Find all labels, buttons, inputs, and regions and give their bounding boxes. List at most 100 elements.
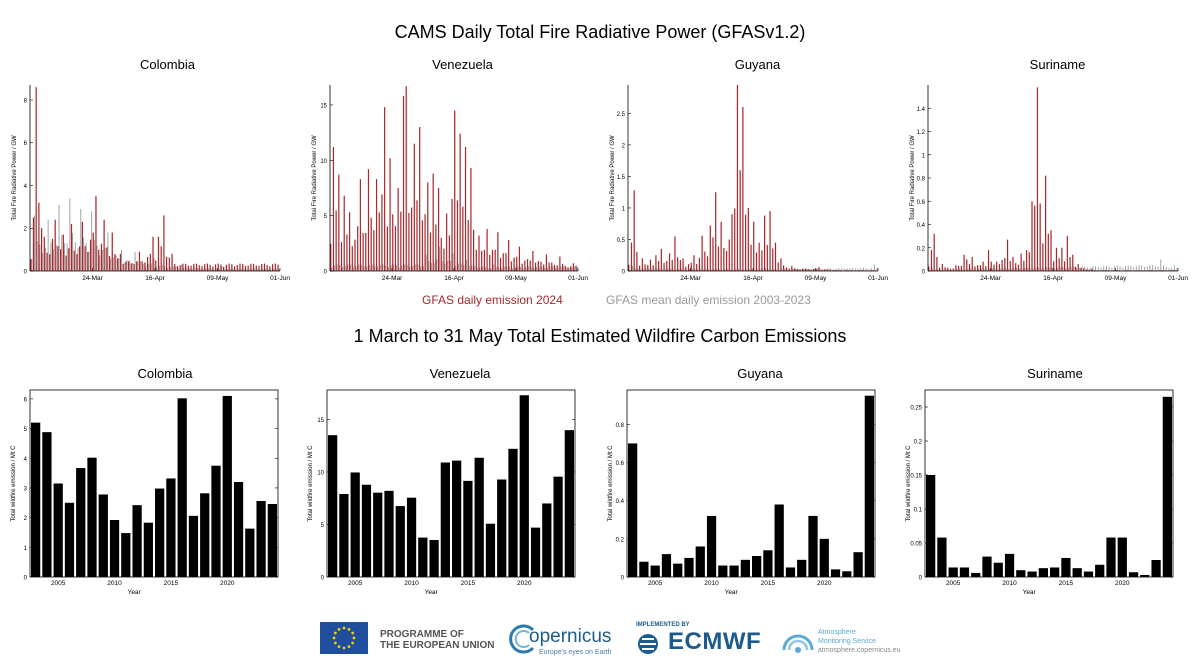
x-tick-label: 09-May <box>505 275 527 282</box>
bar-mean-day <box>710 269 712 271</box>
bar-2024-day <box>454 110 456 271</box>
y-tick-label: 1.4 <box>917 107 926 113</box>
x-tick-label: 2005 <box>648 580 663 587</box>
bar-mean-day <box>975 269 977 271</box>
bar-mean-day <box>1095 266 1097 271</box>
y-tick-label: 8 <box>24 98 28 104</box>
y-tick-label: 0.4 <box>917 223 926 229</box>
bar-2024-day <box>570 266 572 271</box>
bar-2024-day <box>947 267 949 271</box>
bar-2024-day <box>551 262 553 271</box>
bar-2024-day <box>133 264 135 271</box>
bar-mean-day <box>1086 267 1088 271</box>
bar-2024-day <box>475 249 477 271</box>
bar-2024-day <box>685 266 687 271</box>
y-tick-label: 1.5 <box>617 175 626 181</box>
bar-year <box>937 537 947 577</box>
bar-mean-day <box>232 268 234 271</box>
bar-mean-day <box>511 268 513 271</box>
bar-mean-day <box>401 265 403 271</box>
bar-2024-day <box>1036 87 1039 271</box>
bar-mean-day <box>953 269 955 271</box>
bar-mean-day <box>825 268 826 271</box>
bar-mean-day <box>350 264 352 271</box>
daily-chart-colombia: 0 2 4 6 8 24-Mar 16-Apr 09-May 01-Jun Total Fire … <box>12 85 290 282</box>
bar-mean-day <box>849 268 851 271</box>
bar-mean-day <box>751 269 753 271</box>
bar-year <box>1072 568 1082 577</box>
bar-mean-day <box>197 268 199 271</box>
annual-title-suriname: Suriname <box>1027 366 1083 381</box>
bar-mean-day <box>169 266 171 271</box>
bar-2024-day <box>1137 270 1139 271</box>
bar-2024-day <box>157 236 160 271</box>
bar-2024-day <box>1028 252 1030 271</box>
bar-mean-day <box>694 268 696 271</box>
bar-mean-day <box>1146 266 1148 271</box>
bar-2024-day <box>641 258 643 271</box>
bar-2024-day <box>939 267 941 271</box>
y-tick-label: 6 <box>24 141 28 147</box>
bar-2024-day <box>540 261 542 271</box>
bar-2024-day <box>747 207 749 271</box>
bar-2024-day <box>690 262 692 271</box>
bar-mean-day <box>39 244 41 271</box>
bar-year <box>155 488 165 577</box>
bar-mean-day <box>656 268 658 271</box>
bar-mean-day <box>96 245 98 271</box>
bar-mean-day <box>377 266 379 271</box>
bar-mean-day <box>1038 267 1040 271</box>
bar-2024-day <box>821 269 823 271</box>
bar-2024-day <box>351 246 353 271</box>
y-axis-label: Total Fire Radiative Power / GW <box>610 135 616 221</box>
bar-year <box>497 479 507 577</box>
bar-2024-day <box>437 187 440 271</box>
bar-year <box>132 505 142 577</box>
bar-2024-day <box>553 264 556 271</box>
bar-mean-day <box>449 260 451 271</box>
bar-2024-day <box>84 246 86 271</box>
bar-mean-day <box>1070 266 1072 271</box>
y-tick-label: 0.25 <box>910 406 922 412</box>
bar-mean-day <box>743 269 745 271</box>
bar-mean-day <box>805 268 807 271</box>
bar-mean-day <box>1040 268 1042 271</box>
daily-title-guyana: Guyana <box>734 57 781 72</box>
bar-2024-day <box>696 263 698 271</box>
bar-2024-day <box>548 262 550 271</box>
y-tick-label: 1 <box>922 153 926 159</box>
bar-mean-day <box>1116 265 1118 271</box>
bar-mean-day <box>126 260 128 271</box>
bar-2024-day <box>766 245 768 271</box>
x-axis-label: Year <box>128 589 142 595</box>
bar-2024-day <box>394 226 397 271</box>
bar-2024-day <box>859 270 861 271</box>
bar-2024-day <box>1112 270 1115 271</box>
bar-2024-day <box>949 268 952 271</box>
bar-mean-day <box>412 265 414 271</box>
bar-2024-day <box>103 219 105 271</box>
bar-2024-day <box>49 254 51 271</box>
bar-2024-day <box>753 221 755 271</box>
bar-2024-day <box>1088 269 1090 271</box>
bar-mean-day <box>1160 259 1162 271</box>
x-tick-label: 2020 <box>1115 580 1130 587</box>
bar-2024-day <box>1025 250 1028 271</box>
eu-star <box>351 631 355 635</box>
x-axis-label: Year <box>725 589 739 595</box>
bar-mean-day <box>188 268 190 271</box>
bar-2024-day <box>193 263 195 271</box>
x-tick-label: 24-Mar <box>82 275 103 282</box>
bar-2024-day <box>459 133 461 271</box>
x-tick-label: 16-Apr <box>1043 275 1063 282</box>
bar-mean-day <box>525 267 527 271</box>
bar-2024-day <box>736 85 739 271</box>
bar-mean-day <box>1054 268 1056 271</box>
bar-mean-day <box>573 266 575 271</box>
daily-title-colombia: Colombia <box>140 57 195 72</box>
bar-mean-day <box>713 268 715 271</box>
bar-2024-day <box>668 253 671 271</box>
x-tick-label: 2005 <box>348 580 363 587</box>
bar-2024-day <box>769 211 771 271</box>
bar-mean-day <box>808 268 810 271</box>
